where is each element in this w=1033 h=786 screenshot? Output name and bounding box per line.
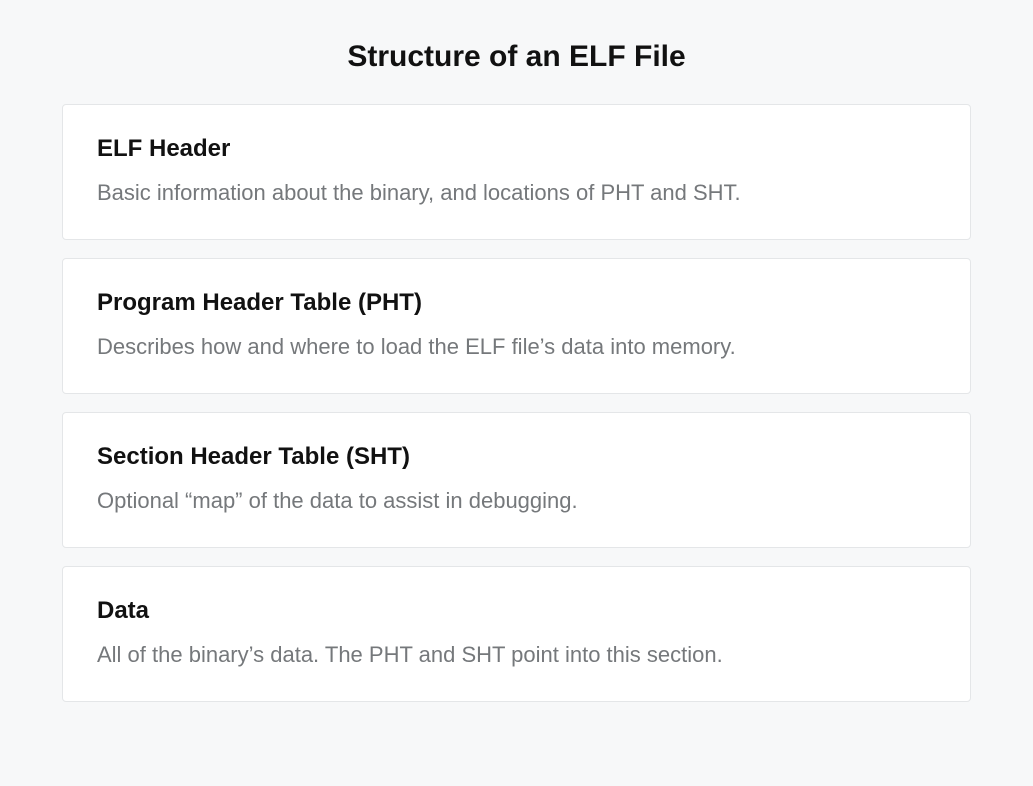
page-title: Structure of an ELF File xyxy=(62,40,971,74)
section-title: ELF Header xyxy=(97,133,936,164)
section-card-pht: Program Header Table (PHT) Describes how… xyxy=(62,258,971,394)
section-description: Describes how and where to load the ELF … xyxy=(97,332,936,363)
section-card-sht: Section Header Table (SHT) Optional “map… xyxy=(62,412,971,548)
section-title: Section Header Table (SHT) xyxy=(97,441,936,472)
section-description: Basic information about the binary, and … xyxy=(97,178,936,209)
section-card-data: Data All of the binary’s data. The PHT a… xyxy=(62,566,971,702)
section-title: Data xyxy=(97,595,936,626)
section-card-elf-header: ELF Header Basic information about the b… xyxy=(62,104,971,240)
section-description: Optional “map” of the data to assist in … xyxy=(97,486,936,517)
sections-container: ELF Header Basic information about the b… xyxy=(62,104,971,702)
section-title: Program Header Table (PHT) xyxy=(97,287,936,318)
section-description: All of the binary’s data. The PHT and SH… xyxy=(97,640,936,671)
